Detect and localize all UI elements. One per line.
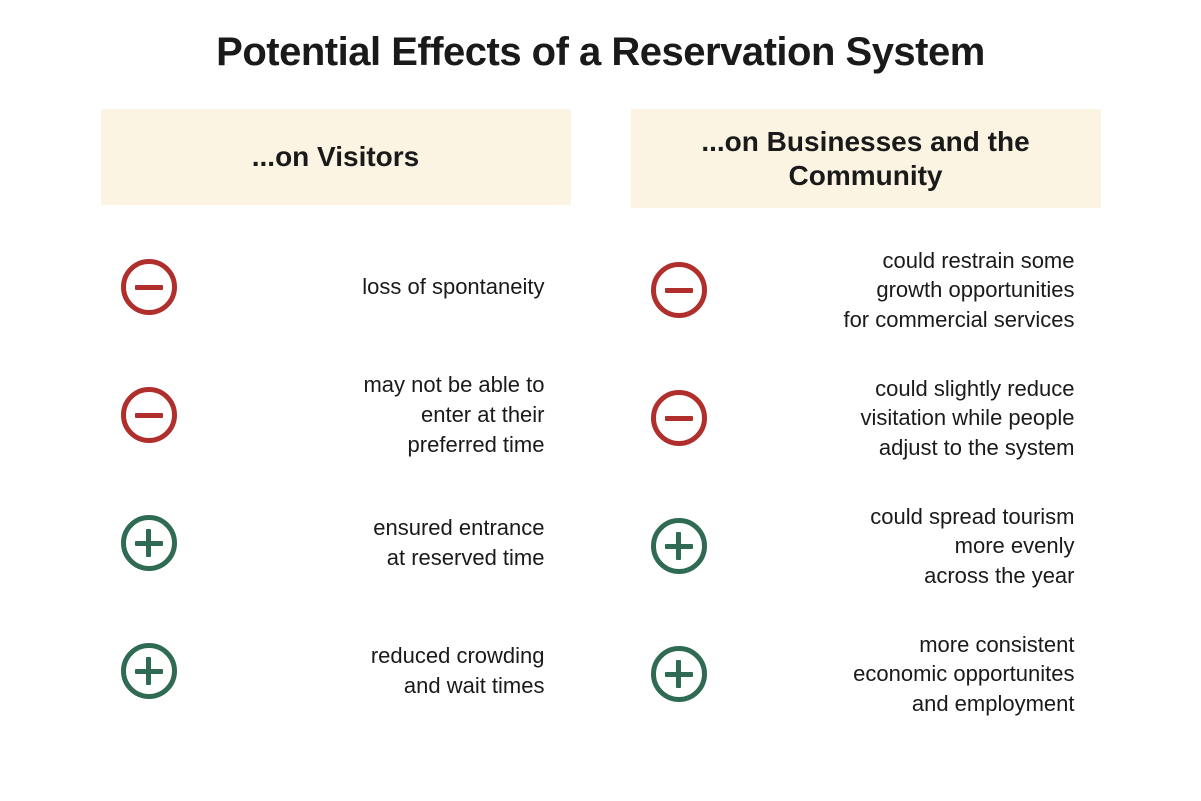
column-visitors: ...on Visitors loss of spontaneity may n… xyxy=(101,109,571,752)
item-text: reduced crowding and wait times xyxy=(179,641,545,700)
item-text: may not be able to enter at their prefer… xyxy=(179,370,545,459)
list-item: may not be able to enter at their prefer… xyxy=(101,365,571,465)
list-item: could restrain some growth opportunities… xyxy=(631,240,1101,340)
plus-icon xyxy=(119,641,179,701)
minus-icon xyxy=(119,385,179,445)
list-item: could spread tourism more evenly across … xyxy=(631,496,1101,596)
plus-icon xyxy=(649,516,709,576)
minus-icon xyxy=(649,388,709,448)
item-text: could spread tourism more evenly across … xyxy=(709,502,1075,591)
column-businesses: ...on Businesses and the Community could… xyxy=(631,109,1101,752)
column-header: ...on Businesses and the Community xyxy=(631,109,1101,208)
item-text: more consistent economic opportunites an… xyxy=(709,630,1075,719)
minus-icon xyxy=(649,260,709,320)
list-item: could slightly reduce visitation while p… xyxy=(631,368,1101,468)
column-header: ...on Visitors xyxy=(101,109,571,205)
page-title: Potential Effects of a Reservation Syste… xyxy=(100,30,1101,75)
plus-icon xyxy=(649,644,709,704)
columns-container: ...on Visitors loss of spontaneity may n… xyxy=(100,109,1101,752)
minus-icon xyxy=(119,257,179,317)
list-item: reduced crowding and wait times xyxy=(101,621,571,721)
list-item: loss of spontaneity xyxy=(101,237,571,337)
list-item: more consistent economic opportunites an… xyxy=(631,624,1101,724)
item-text: ensured entrance at reserved time xyxy=(179,513,545,572)
item-text: could restrain some growth opportunities… xyxy=(709,246,1075,335)
plus-icon xyxy=(119,513,179,573)
item-text: could slightly reduce visitation while p… xyxy=(709,374,1075,463)
list-item: ensured entrance at reserved time xyxy=(101,493,571,593)
item-text: loss of spontaneity xyxy=(179,272,545,302)
